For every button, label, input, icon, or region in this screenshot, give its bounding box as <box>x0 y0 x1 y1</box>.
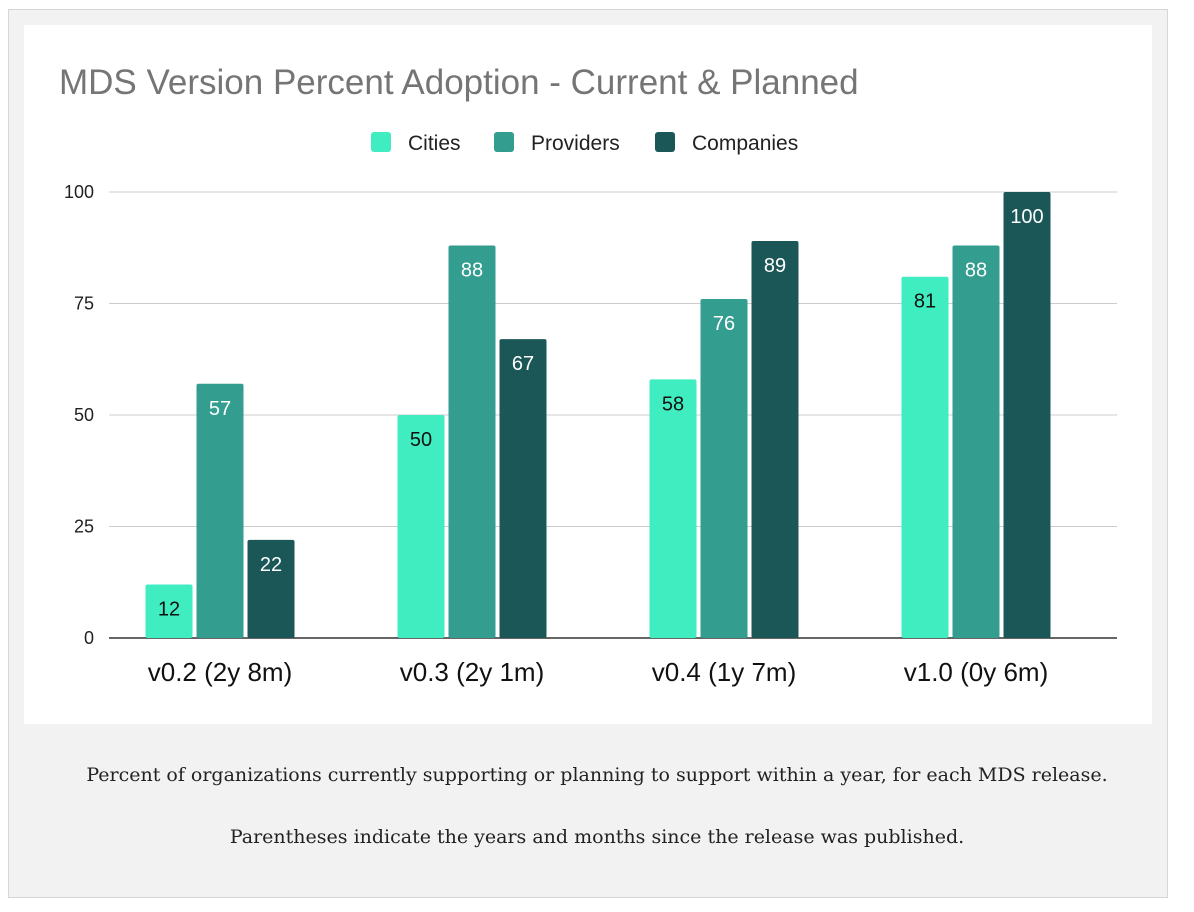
caption-line-1: Percent of organizations currently suppo… <box>86 764 1108 786</box>
caption-line-2: Parentheses indicate the years and month… <box>229 826 965 848</box>
chart-legend: Cities Providers Companies <box>371 132 798 155</box>
data-label-companies-v0-3-2y-1m: 67 <box>512 353 534 375</box>
x-axis-labels: v0.2 (2y 8m) v0.3 (2y 1m) v0.4 (1y 7m) v1.0… <box>148 657 1049 687</box>
data-label-companies-v0-2-2y-8m: 22 <box>260 554 282 576</box>
bars <box>145 192 1051 638</box>
y-tick-label-50: 50 <box>74 405 94 425</box>
x-tick-label-v1-0-0y-6m: v1.0 (0y 6m) <box>904 657 1049 687</box>
bar-cities-v0-3-2y-1m <box>397 415 445 638</box>
bar-providers-v0-2-2y-8m <box>196 383 244 638</box>
bar-cities-v0-4-1y-7m <box>649 379 697 638</box>
y-tick-label-25: 25 <box>74 517 94 537</box>
bar-providers-v0-3-2y-1m <box>448 245 496 638</box>
x-tick-label-v0-4-1y-7m: v0.4 (1y 7m) <box>652 657 797 687</box>
data-label-cities-v0-4-1y-7m: 58 <box>662 393 684 415</box>
legend-label-cities: Cities <box>408 132 461 155</box>
data-label-providers-v0-2-2y-8m: 57 <box>209 398 231 420</box>
legend-label-companies: Companies <box>692 132 798 155</box>
legend-swatch-companies <box>655 132 675 152</box>
legend-swatch-providers <box>494 132 514 152</box>
bar-providers-v0-4-1y-7m <box>700 299 748 638</box>
chart-card: MDS Version Percent Adoption - Current &… <box>24 25 1152 724</box>
bar-cities-v1-0-0y-6m <box>901 276 949 638</box>
data-labels: 12 57 22 50 88 67 58 76 89 81 88 100 <box>158 206 1044 620</box>
y-axis-ticks: 0 25 50 75 100 <box>64 182 94 648</box>
y-tick-label-75: 75 <box>74 294 94 314</box>
x-tick-label-v0-2-2y-8m: v0.2 (2y 8m) <box>148 657 293 687</box>
bar-companies-v0-4-1y-7m <box>751 241 799 638</box>
data-label-cities-v0-2-2y-8m: 12 <box>158 598 180 620</box>
chart-title: MDS Version Percent Adoption - Current &… <box>59 63 859 102</box>
x-tick-label-v0-3-2y-1m: v0.3 (2y 1m) <box>400 657 545 687</box>
bar-cities-v0-2-2y-8m <box>145 584 193 638</box>
bar-providers-v1-0-0y-6m <box>952 245 1000 638</box>
y-tick-label-0: 0 <box>84 628 94 648</box>
data-label-providers-v0-4-1y-7m: 76 <box>713 313 735 335</box>
data-label-cities-v0-3-2y-1m: 50 <box>410 429 432 451</box>
data-label-providers-v1-0-0y-6m: 88 <box>965 260 987 282</box>
y-tick-label-100: 100 <box>64 182 94 202</box>
bar-companies-v1-0-0y-6m <box>1003 192 1051 638</box>
legend-swatch-cities <box>371 132 391 152</box>
data-label-providers-v0-3-2y-1m: 88 <box>461 260 483 282</box>
bar-companies-v0-2-2y-8m <box>247 539 295 638</box>
data-label-companies-v0-4-1y-7m: 89 <box>764 255 786 277</box>
data-label-companies-v1-0-0y-6m: 100 <box>1010 206 1043 228</box>
adoption-bar-chart: MDS Version Percent Adoption - Current &… <box>59 63 1117 687</box>
bar-companies-v0-3-2y-1m <box>499 339 547 638</box>
data-label-cities-v1-0-0y-6m: 81 <box>914 291 936 313</box>
legend-label-providers: Providers <box>531 132 620 155</box>
